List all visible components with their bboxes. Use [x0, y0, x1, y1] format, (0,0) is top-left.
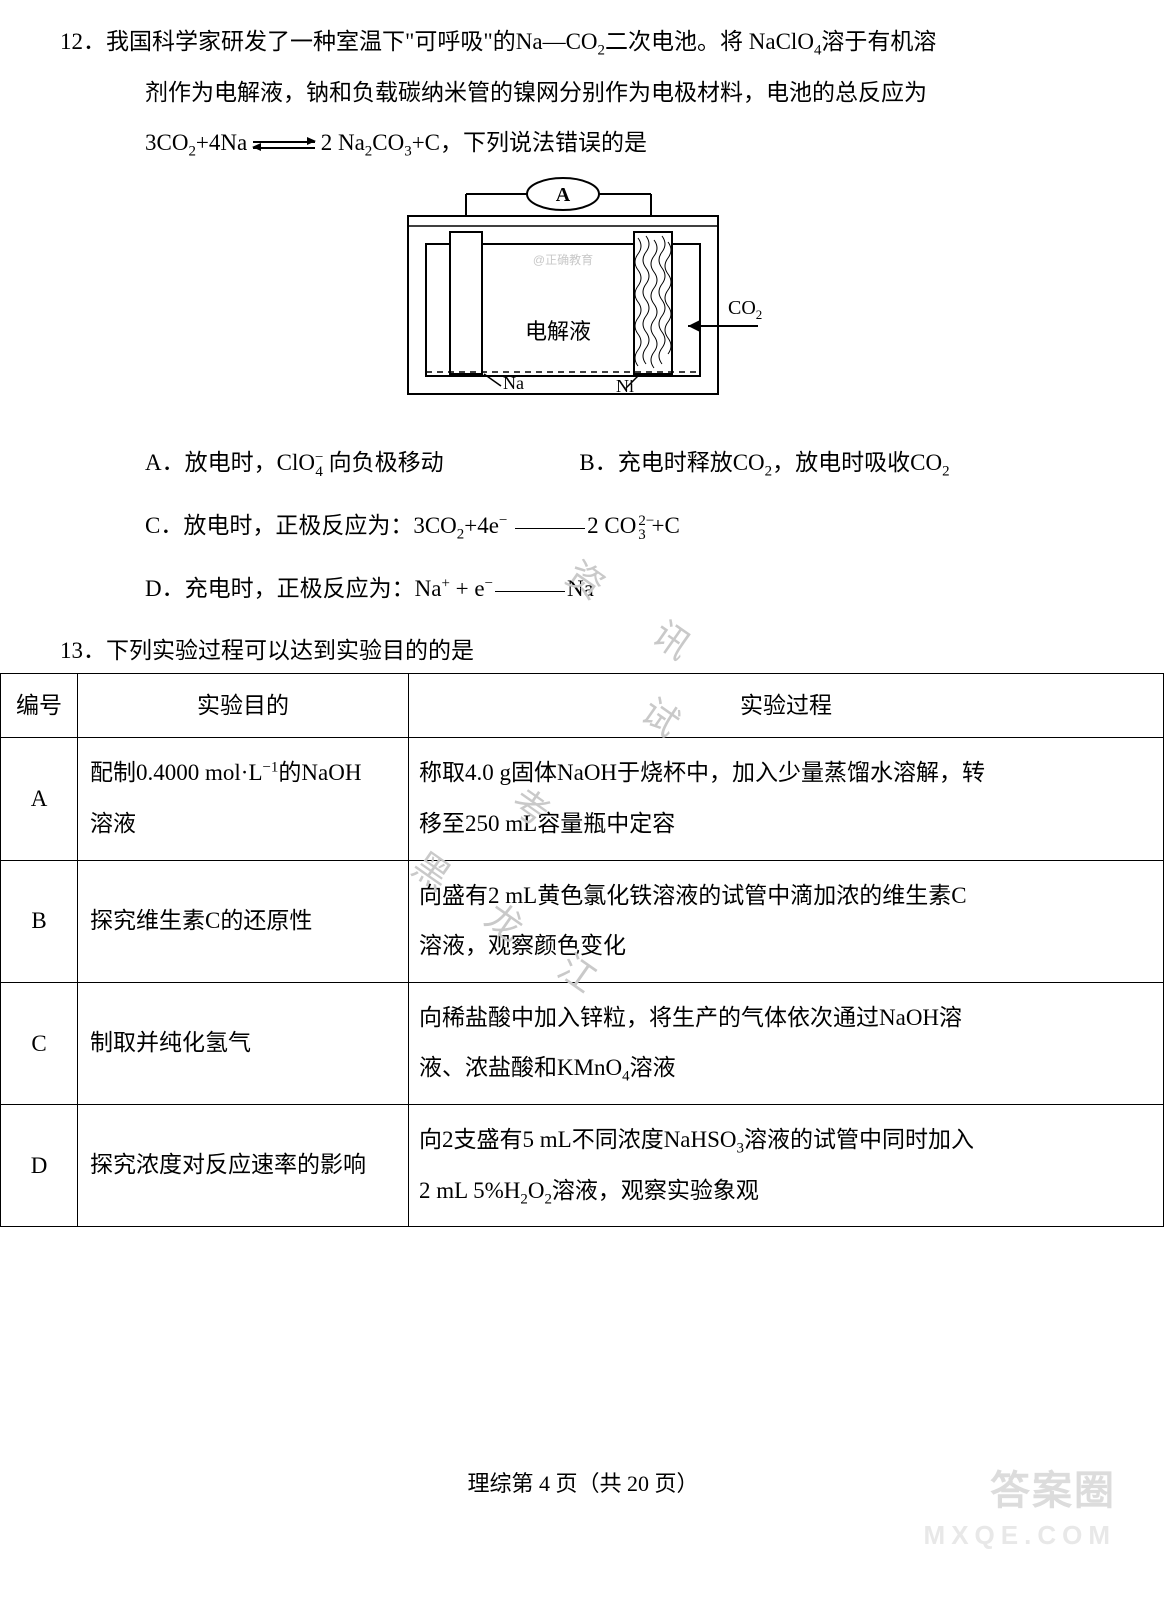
opt-b-txt2: ，放电时吸收CO	[772, 450, 942, 475]
row-b-pr2: 溶液，观察颜色变化	[419, 933, 626, 958]
opt-c: C．放电时，正极反应为：3CO2+4e− 2 CO2−3 +C	[145, 504, 1106, 549]
experiment-table: 编号 实验目的 实验过程 A 配制0.4000 mol·L−1的NaOH 溶液 …	[0, 673, 1164, 1227]
row-c-pr1: 向稀盐酸中加入锌粒，将生产的气体依次通过NaOH溶	[419, 1005, 962, 1030]
opt-a: A．放电时，ClO−4 向负极移动	[145, 450, 444, 475]
q12-l1b: 二次电池。将 NaClO	[605, 29, 814, 54]
row-d-purpose: 探究浓度对反应速率的影响	[78, 1105, 409, 1227]
q13-number: 13．	[60, 629, 106, 673]
row-d-process: 向2支盛有5 mL不同浓度NaHSO3溶液的试管中同时加入 2 mL 5%H2O…	[409, 1105, 1164, 1227]
row-d-pr3: 2 mL 5%H	[419, 1178, 520, 1203]
opt-b-txt: B．充电时释放CO	[579, 450, 764, 475]
electrolyte-label: 电解液	[525, 319, 591, 344]
na-label: Na	[503, 373, 524, 393]
eq-line-icon	[515, 528, 585, 529]
row-d-pr2: 溶液的试管中同时加入	[744, 1127, 974, 1152]
q12-eq-a: 3CO	[145, 130, 188, 155]
q12-eq-e: +C，下列说法错误的是	[412, 130, 647, 155]
q12-line2: 剂作为电解液，钠和负载碳纳米管的镍网分别作为电极材料，电池的总反应为	[145, 71, 1106, 115]
table-header-row: 编号 实验目的 实验过程	[1, 673, 1164, 738]
row-b-pr1: 向盛有2 mL黄色氯化铁溶液的试管中滴加浓的维生素C	[419, 883, 967, 908]
table-row: B 探究维生素C的还原性 向盛有2 mL黄色氯化铁溶液的试管中滴加浓的维生素C …	[1, 860, 1164, 982]
q12-l1a: 我国科学家研发了一种室温下"可呼吸"的Na—CO	[106, 29, 598, 54]
eq-line-icon	[495, 591, 565, 592]
row-c-process: 向稀盐酸中加入锌粒，将生产的气体依次通过NaOH溶 液、浓盐酸和KMnO4溶液	[409, 982, 1164, 1104]
q12-number: 12．	[60, 20, 106, 64]
row-a-process: 称取4.0 g固体NaOH于烧杯中，加入少量蒸馏水溶解，转 移至250 mL容量…	[409, 738, 1164, 860]
row-d-pr5: 溶液，观察实验象观	[552, 1178, 759, 1203]
diagram-wm: @正确教育	[533, 252, 593, 267]
opt-d: D．充电时，正极反应为：Na+ + e−Na	[145, 567, 1106, 611]
opt-a-txt2: 向负极移动	[323, 450, 444, 475]
opt-b: B．充电时释放CO2，放电时吸收CO2	[579, 441, 949, 486]
row-c-purpose: 制取并纯化氢气	[78, 982, 409, 1104]
opt-c-txt: C．放电时，正极反应为：3CO	[145, 513, 457, 538]
row-a-pr1: 称取4.0 g固体NaOH于烧杯中，加入少量蒸馏水溶解，转	[419, 760, 985, 785]
table-row: A 配制0.4000 mol·L−1的NaOH 溶液 称取4.0 g固体NaOH…	[1, 738, 1164, 860]
ammeter-label: A	[556, 184, 571, 206]
row-a-pr2: 移至250 mL容量瓶中定容	[419, 811, 675, 836]
table-row: C 制取并纯化氢气 向稀盐酸中加入锌粒，将生产的气体依次通过NaOH溶 液、浓盐…	[1, 982, 1164, 1104]
q12-l1c: 溶于有机溶	[821, 29, 936, 54]
opt-c-txt3: 2 CO	[587, 513, 636, 538]
row-a-p2: 的NaOH	[278, 760, 361, 785]
q12-options: A．放电时，ClO−4 向负极移动 B．充电时释放CO2，放电时吸收CO2 C．…	[60, 441, 1106, 611]
battery-diagram: A	[60, 174, 1106, 424]
stamp-line2: MXQE.COM	[924, 1511, 1116, 1560]
row-c-pr2: 液、浓盐酸和KMnO	[419, 1055, 622, 1080]
col-header-purpose: 实验目的	[78, 673, 409, 738]
table-row: D 探究浓度对反应速率的影响 向2支盛有5 mL不同浓度NaHSO3溶液的试管中…	[1, 1105, 1164, 1227]
stamp-line1: 答案圈	[924, 1471, 1116, 1511]
q13-stem: 下列实验过程可以达到实验目的的是	[106, 638, 474, 663]
row-c-pr3: 溶液	[630, 1055, 676, 1080]
q12-eq-c: 2 Na	[321, 130, 365, 155]
row-b-process: 向盛有2 mL黄色氯化铁溶液的试管中滴加浓的维生素C 溶液，观察颜色变化	[409, 860, 1164, 982]
q12-eq-b: +4Na	[196, 130, 247, 155]
row-d-pr1: 向2支盛有5 mL不同浓度NaHSO	[419, 1127, 737, 1152]
row-a-p3: 溶液	[90, 811, 136, 836]
opt-c-txt4: +C	[646, 513, 680, 538]
opt-d-txt: D．充电时，正极反应为：Na	[145, 576, 441, 601]
row-b-purpose: 探究维生素C的还原性	[78, 860, 409, 982]
row-a-code: A	[1, 738, 78, 860]
q12-eq-d: CO	[372, 130, 404, 155]
question-13: 13．下列实验过程可以达到实验目的的是	[60, 629, 1106, 673]
row-a-p1: 配制0.4000 mol·L	[90, 760, 263, 785]
row-c-code: C	[1, 982, 78, 1104]
co2-label: CO2	[728, 297, 762, 322]
col-header-process: 实验过程	[409, 673, 1164, 738]
question-12: 12．我国科学家研发了一种室温下"可呼吸"的Na—CO2二次电池。将 NaClO…	[60, 20, 1106, 166]
site-stamp: 答案圈 MXQE.COM	[924, 1471, 1116, 1560]
opt-c-txt2: +4e	[464, 513, 499, 538]
ni-label: Ni	[616, 376, 634, 396]
row-d-code: D	[1, 1105, 78, 1227]
col-header-code: 编号	[1, 673, 78, 738]
opt-d-txt2: + e	[450, 576, 485, 601]
opt-d-txt3: Na	[567, 576, 594, 601]
opt-a-txt: A．放电时，ClO	[145, 450, 315, 475]
row-a-purpose: 配制0.4000 mol·L−1的NaOH 溶液	[78, 738, 409, 860]
q12-l1s: 2	[598, 43, 605, 59]
q12-equation: 3CO2+4Na 2 Na2CO3+C，下列说法错误的是	[145, 121, 1106, 166]
row-d-pr4: O	[528, 1178, 545, 1203]
row-b-code: B	[1, 860, 78, 982]
